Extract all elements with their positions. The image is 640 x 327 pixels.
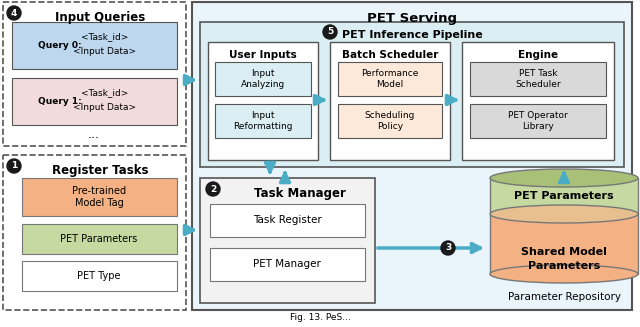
Bar	[210, 248, 365, 281]
Ellipse shape	[490, 265, 638, 283]
Text: PET Serving: PET Serving	[367, 12, 457, 25]
Text: PET Parameters: PET Parameters	[60, 234, 138, 244]
Text: <Task_id>: <Task_id>	[81, 32, 129, 42]
Text: Query 1:: Query 1:	[38, 97, 82, 107]
Text: 5: 5	[327, 27, 333, 37]
Text: 4: 4	[11, 9, 17, 18]
Bar	[3, 155, 186, 310]
Bar	[208, 42, 318, 160]
Bar	[12, 22, 177, 69]
Text: 3: 3	[445, 244, 451, 252]
Bar	[3, 2, 186, 146]
Circle shape	[7, 6, 21, 20]
Bar	[200, 22, 624, 167]
Text: PET Inference Pipeline: PET Inference Pipeline	[342, 30, 483, 40]
Text: PET Task
Scheduler: PET Task Scheduler	[515, 69, 561, 89]
Text: Performance
Model: Performance Model	[362, 69, 419, 89]
Text: 2: 2	[210, 184, 216, 194]
Text: Fig. 13. PeS...: Fig. 13. PeS...	[289, 314, 351, 322]
Bar	[215, 62, 311, 96]
Bar	[22, 261, 177, 291]
Bar	[200, 178, 375, 303]
Text: Parameter Repository: Parameter Repository	[508, 292, 621, 302]
Text: 1: 1	[11, 162, 17, 170]
Circle shape	[7, 159, 21, 173]
Bar	[462, 42, 614, 160]
Ellipse shape	[490, 205, 638, 223]
Circle shape	[206, 182, 220, 196]
Bar	[22, 178, 177, 216]
Circle shape	[323, 25, 337, 39]
Text: Engine: Engine	[518, 50, 558, 60]
Ellipse shape	[490, 169, 638, 187]
Text: <Input Data>: <Input Data>	[74, 47, 136, 57]
Bar	[490, 178, 638, 214]
Text: Register Tasks: Register Tasks	[52, 164, 148, 177]
Text: Input
Reformatting: Input Reformatting	[233, 111, 292, 131]
Text: Query 0:: Query 0:	[38, 42, 82, 50]
Bar	[22, 224, 177, 254]
Text: Parameters: Parameters	[528, 261, 600, 271]
Bar	[338, 62, 442, 96]
Text: ...: ...	[88, 128, 100, 141]
Bar	[210, 204, 365, 237]
Text: Scheduling
Policy: Scheduling Policy	[365, 111, 415, 131]
Bar	[470, 62, 606, 96]
Bar	[330, 42, 450, 160]
Circle shape	[441, 241, 455, 255]
Bar	[12, 78, 177, 125]
Bar	[338, 104, 442, 138]
Text: <Input Data>: <Input Data>	[74, 104, 136, 112]
Text: Task Manager: Task Manager	[254, 187, 346, 200]
Text: Shared Model: Shared Model	[521, 247, 607, 257]
Text: Task Register: Task Register	[253, 215, 321, 225]
Text: PET Parameters: PET Parameters	[514, 191, 614, 201]
Text: Input
Analyzing: Input Analyzing	[241, 69, 285, 89]
Bar	[470, 104, 606, 138]
Text: User Inputs: User Inputs	[229, 50, 297, 60]
Bar	[490, 214, 638, 274]
Text: PET Type: PET Type	[77, 271, 121, 281]
Bar	[192, 2, 632, 310]
Text: Pre-trained
Model Tag: Pre-trained Model Tag	[72, 186, 126, 208]
Text: <Task_id>: <Task_id>	[81, 89, 129, 97]
Text: PET Manager: PET Manager	[253, 259, 321, 269]
Text: Input Queries: Input Queries	[55, 11, 145, 24]
Text: Batch Scheduler: Batch Scheduler	[342, 50, 438, 60]
Text: PET Operator
Library: PET Operator Library	[508, 111, 568, 131]
Bar	[215, 104, 311, 138]
